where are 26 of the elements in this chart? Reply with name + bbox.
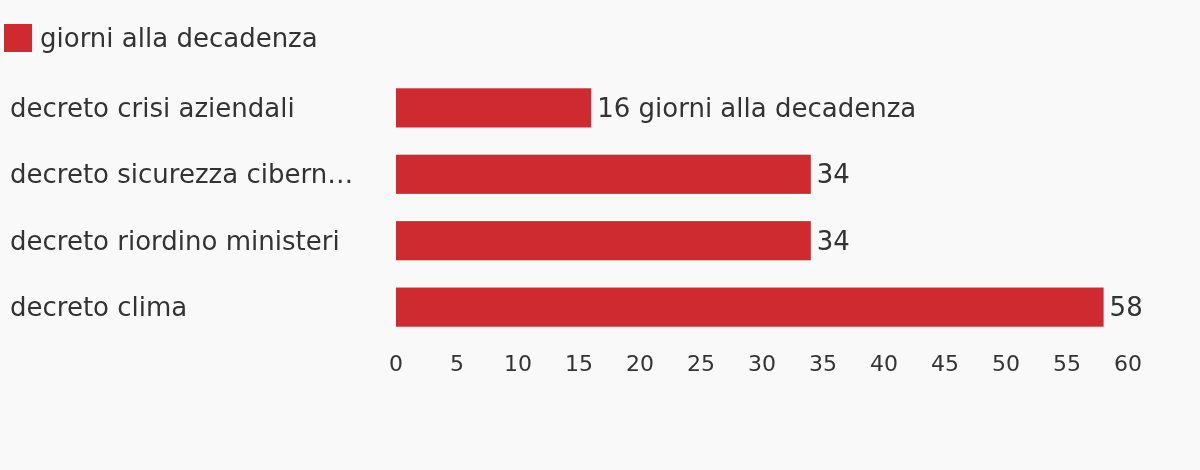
data-label: 34 bbox=[816, 225, 850, 256]
y-tick-label: decreto clima bbox=[10, 292, 188, 323]
x-tick-label: 45 bbox=[931, 350, 959, 376]
bar bbox=[396, 88, 592, 128]
x-tick-label: 10 bbox=[504, 350, 532, 376]
legend-label: giorni alla decadenza bbox=[40, 23, 318, 54]
x-tick-label: 0 bbox=[389, 350, 403, 376]
x-tick-label: 25 bbox=[687, 350, 715, 376]
x-tick-label: 15 bbox=[565, 350, 593, 376]
bar bbox=[396, 287, 1104, 327]
x-tick-label: 60 bbox=[1114, 350, 1142, 376]
data-label: 58 bbox=[1109, 292, 1143, 323]
x-tick-label: 5 bbox=[450, 350, 464, 376]
data-label: 16 giorni alla decadenza bbox=[597, 92, 917, 123]
y-tick-label: decreto riordino ministeri bbox=[10, 225, 340, 256]
y-tick-label: decreto crisi aziendali bbox=[10, 92, 295, 123]
x-tick-label: 50 bbox=[992, 350, 1020, 376]
x-tick-label: 35 bbox=[809, 350, 837, 376]
x-tick-label: 40 bbox=[870, 350, 898, 376]
y-tick-label: decreto sicurezza cibern… bbox=[10, 159, 354, 190]
x-tick-label: 20 bbox=[626, 350, 654, 376]
x-tick-label: 55 bbox=[1053, 350, 1081, 376]
data-label: 34 bbox=[816, 159, 850, 190]
bar bbox=[396, 154, 811, 194]
bar bbox=[396, 221, 811, 261]
x-tick-label: 30 bbox=[748, 350, 776, 376]
